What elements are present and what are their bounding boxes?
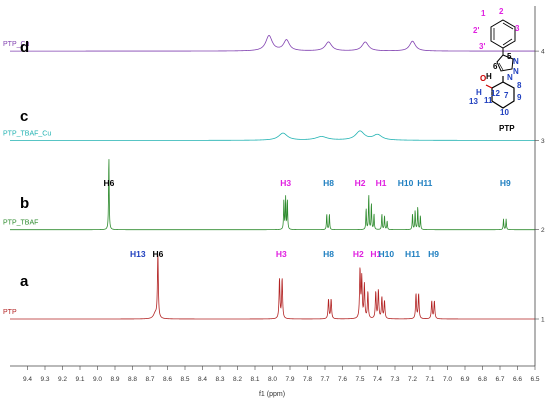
ptp-structure: 1 2 3 3' 2' 5 6 N N N H O H 13 7 — [469, 7, 522, 133]
atom-number-8: 8 — [517, 81, 522, 90]
x-tick-label: 8.3 — [215, 376, 224, 383]
x-tick-label: 6.7 — [495, 376, 504, 383]
spectrum-ptp — [10, 254, 535, 320]
peak-label: H3 — [280, 178, 291, 188]
peak-label: H6 — [103, 178, 114, 188]
x-tick-label: 9.4 — [23, 376, 32, 383]
peak-label: H10 — [398, 178, 414, 188]
x-tick-label: 9.3 — [40, 376, 49, 383]
spectrum-ptp-tbaf-cu — [10, 130, 535, 141]
peak-label: H1 — [370, 249, 381, 259]
triazole-ring — [496, 48, 514, 72]
x-tick-label: 8.5 — [180, 376, 189, 383]
x-axis-ticks: 9.4 9.3 9.2 9.1 9.0 8.9 8.8 8.7 8.6 8.5 8.4 8.3 8.2 8… — [23, 366, 540, 383]
atom-n-1: N — [513, 57, 519, 66]
peak-label: H13 — [130, 249, 146, 259]
x-tick-label: 8.2 — [233, 376, 242, 383]
x-tick-label: 9.1 — [75, 376, 84, 383]
spectrum-ptp-tbaf — [10, 159, 535, 231]
axes: 9.4 9.3 9.2 9.1 9.0 8.9 8.8 8.7 8.6 8.5 8.4 8.3 8.2 8… — [10, 6, 545, 398]
atom-number-2: 2 — [499, 7, 504, 16]
x-tick-label: 7.7 — [320, 376, 329, 383]
x-tick-label: 8.8 — [128, 376, 137, 383]
atom-n-3: N — [507, 73, 513, 82]
peak-label: H2 — [355, 178, 366, 188]
x-tick-label: 7.6 — [338, 376, 347, 383]
peak-label: H1 — [376, 178, 387, 188]
atom-number-3: 3 — [515, 24, 520, 33]
x-tick-label: 7.0 — [443, 376, 452, 383]
x-tick-label: 7.4 — [373, 376, 382, 383]
atom-n-2: N — [513, 67, 519, 76]
x-tick-label: 6.5 — [530, 376, 539, 383]
x-tick-label: 6.6 — [513, 376, 522, 383]
x-tick-label: 6.9 — [460, 376, 469, 383]
spectrum-ptp-cu — [10, 35, 535, 52]
x-tick-label: 7.3 — [390, 376, 399, 383]
atom-number-1: 1 — [481, 9, 486, 18]
atom-number-5: 5 — [507, 52, 512, 61]
panel-letters: d c b a — [20, 39, 29, 290]
trace-name-d: PTP_Cu — [3, 41, 30, 48]
atom-number-7: 7 — [504, 91, 509, 100]
cyclohexane-ring — [485, 76, 515, 109]
x-tick-label: 7.8 — [303, 376, 312, 383]
x-tick-label: 8.4 — [198, 376, 207, 383]
atom-o: O — [480, 74, 486, 83]
peak-label: H9 — [500, 178, 511, 188]
peak-label: H6 — [152, 249, 163, 259]
y-tick-label: 1 — [541, 317, 545, 324]
atom-number-6: 6 — [493, 62, 498, 71]
trace-names: PTP PTP_TBAF PTP_TBAF_Cu PTP_Cu — [3, 41, 51, 316]
atom-h-13: H — [476, 88, 482, 97]
phenyl-ring — [490, 19, 516, 49]
peak-label: H11 — [417, 178, 432, 188]
peak-label: H3 — [276, 249, 287, 259]
y-tick-label: 2 — [541, 227, 545, 234]
peak-label: H8 — [323, 249, 334, 259]
x-tick-label: 8.7 — [145, 376, 154, 383]
panel-letter-c: c — [20, 108, 28, 125]
x-tick-label: 8.0 — [268, 376, 277, 383]
panel-letter-d: d — [20, 39, 29, 56]
atom-number-12: 12 — [491, 89, 500, 98]
spectra-traces — [10, 35, 535, 320]
x-tick-label: 7.9 — [285, 376, 294, 383]
trace-name-c: PTP_TBAF_Cu — [3, 130, 51, 137]
peak-label: H10 — [378, 249, 394, 259]
atom-number-9: 9 — [517, 93, 522, 102]
peak-label: H2 — [353, 249, 364, 259]
x-tick-label: 8.9 — [110, 376, 119, 383]
x-tick-label: 7.2 — [408, 376, 417, 383]
y-tick-label: 3 — [541, 138, 545, 145]
y-axis-ticks: 1 2 3 4 — [535, 49, 545, 324]
peak-label: H11 — [405, 249, 420, 259]
atom-number-3-prime: 3' — [479, 42, 485, 51]
x-tick-label: 9.0 — [93, 376, 102, 383]
peak-label: H9 — [428, 249, 439, 259]
atom-number-10: 10 — [500, 108, 509, 117]
panel-letter-a: a — [20, 273, 29, 290]
trace-name-a: PTP — [3, 309, 17, 316]
x-tick-label: 6.8 — [478, 376, 487, 383]
peak-label: H8 — [323, 178, 334, 188]
panel-letter-b: b — [20, 195, 29, 212]
x-axis-title: f1 (ppm) — [259, 391, 285, 398]
y-tick-label: 4 — [541, 49, 545, 56]
x-tick-label: 8.6 — [163, 376, 172, 383]
x-tick-label: 7.1 — [425, 376, 434, 383]
structure-name: PTP — [499, 124, 515, 133]
atom-number-2-prime: 2' — [473, 26, 479, 35]
atom-h-6: H — [486, 72, 492, 81]
x-tick-label: 8.1 — [250, 376, 259, 383]
trace-name-b: PTP_TBAF — [3, 220, 38, 227]
atom-number-13: 13 — [469, 97, 478, 106]
x-tick-label: 9.2 — [58, 376, 67, 383]
atom-number-11: 11 — [484, 96, 493, 105]
x-tick-label: 7.5 — [355, 376, 364, 383]
